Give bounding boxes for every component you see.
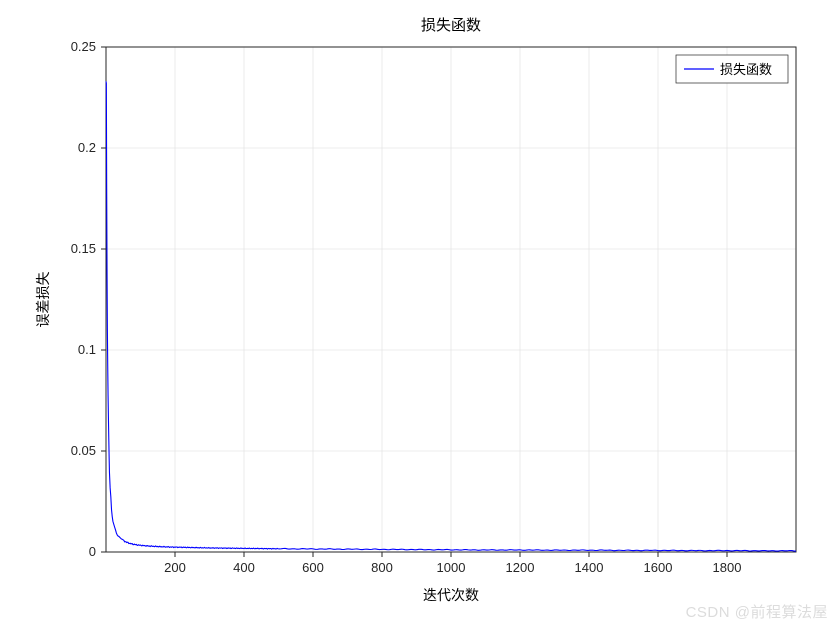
svg-text:0.15: 0.15 <box>71 241 96 256</box>
svg-text:0.2: 0.2 <box>78 140 96 155</box>
svg-text:1000: 1000 <box>437 560 466 575</box>
svg-text:1400: 1400 <box>575 560 604 575</box>
svg-text:400: 400 <box>233 560 255 575</box>
svg-text:600: 600 <box>302 560 324 575</box>
svg-text:损失函数: 损失函数 <box>421 17 481 34</box>
loss-chart: 200 400 600 800 1000 1200 1400 1600 1800 0 0.05 0.1… <box>0 0 840 630</box>
watermark-text: CSDN @前程算法屋 <box>686 601 828 622</box>
svg-text:800: 800 <box>371 560 393 575</box>
svg-text:0.05: 0.05 <box>71 443 96 458</box>
chart-container: 200 400 600 800 1000 1200 1400 1600 1800 0 0.05 0.1… <box>0 0 840 630</box>
svg-text:0: 0 <box>89 544 96 559</box>
svg-text:迭代次数: 迭代次数 <box>423 587 479 603</box>
svg-text:误差损失: 误差损失 <box>35 272 51 328</box>
svg-text:200: 200 <box>164 560 186 575</box>
svg-text:0.25: 0.25 <box>71 39 96 54</box>
svg-text:损失函数: 损失函数 <box>720 62 772 77</box>
svg-text:1200: 1200 <box>506 560 535 575</box>
svg-text:0.1: 0.1 <box>78 342 96 357</box>
svg-text:1800: 1800 <box>713 560 742 575</box>
svg-text:1600: 1600 <box>644 560 673 575</box>
